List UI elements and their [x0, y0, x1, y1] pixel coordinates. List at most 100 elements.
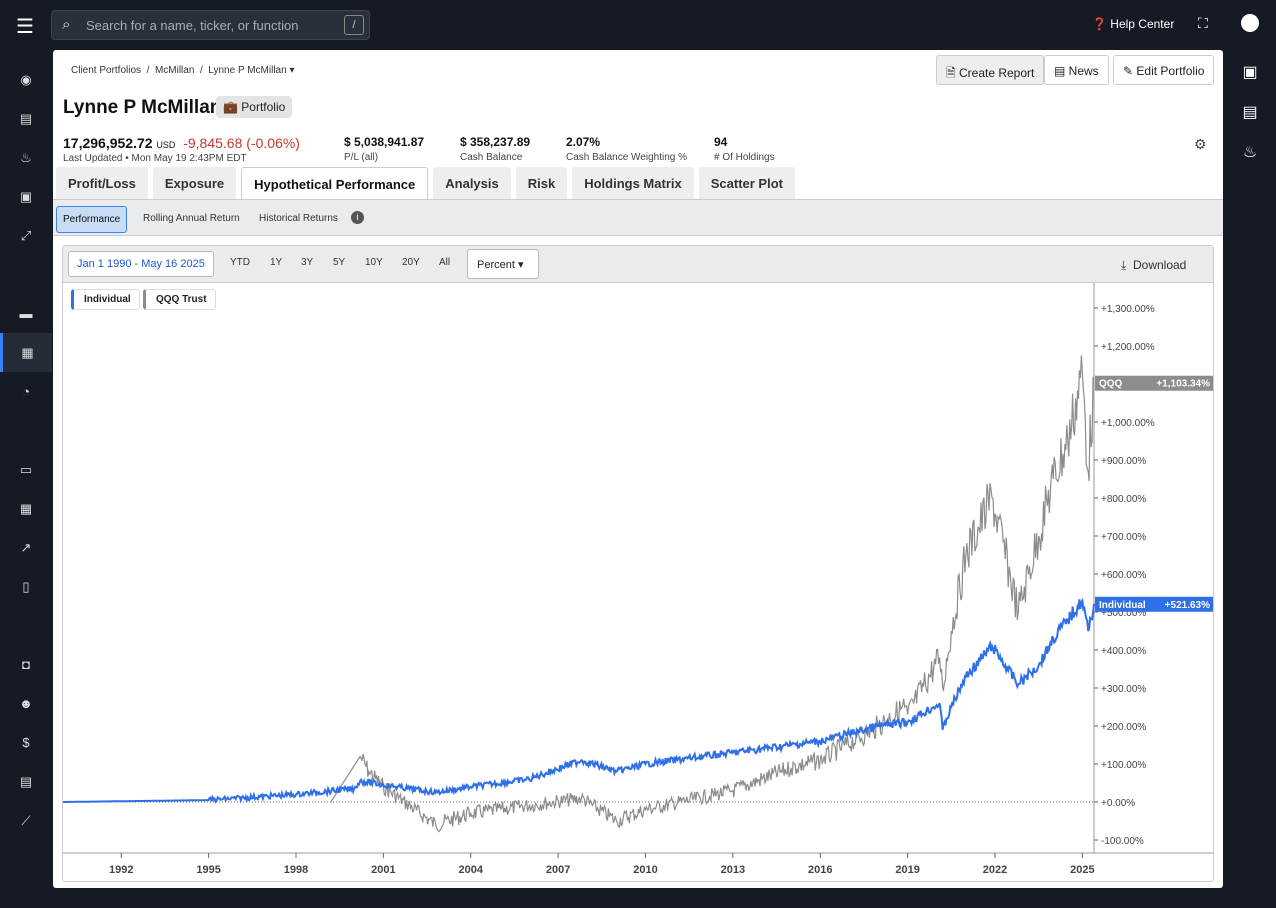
period-all[interactable]: All [439, 257, 451, 268]
last-value-series: Individual [1099, 600, 1146, 611]
portfolio-badge: 💼 Portfolio [216, 96, 293, 118]
currency: USD [156, 140, 176, 150]
news-icon[interactable]: ▤ [19, 111, 33, 126]
shortcut-key: / [344, 15, 364, 35]
news-icon[interactable]: ▤ [1242, 104, 1258, 121]
tab-hypothetical-performance[interactable]: Hypothetical Performance [241, 167, 429, 199]
chart-panel: Jan 1 1990 - May 16 2025 YTD 1Y 3Y 5Y 10… [62, 245, 1214, 882]
tab-exposure[interactable]: Exposure [152, 167, 237, 199]
search-icon: ⌕ [62, 16, 71, 33]
briefcase-icon[interactable]: ▦ [0, 333, 52, 372]
breadcrumb-item[interactable]: McMillan [154, 65, 195, 76]
download-label: Download [1132, 258, 1187, 272]
period-1y[interactable]: 1Y [270, 257, 283, 268]
stat-label: Cash Balance Weighting % [566, 152, 687, 163]
subtab-historical-returns[interactable]: Historical Returns [259, 213, 338, 224]
mode-value: Percent [477, 259, 515, 271]
period-3y[interactable]: 3Y [301, 257, 314, 268]
stat-value: 94 [714, 135, 728, 149]
chart-toolbar: Jan 1 1990 - May 16 2025 YTD 1Y 3Y 5Y 10… [63, 246, 1213, 283]
search-input[interactable]: ⌕ Search for a name, ticker, or function / [51, 10, 370, 40]
flame-icon[interactable]: ♨ [1242, 144, 1258, 161]
grid-icon[interactable]: ▦ [19, 501, 33, 516]
line-chart-icon[interactable]: ⟋ [21, 813, 31, 828]
tab-analysis[interactable]: Analysis [433, 167, 511, 199]
x-tick-label: 1995 [196, 864, 220, 876]
change-pct: (-0.06%) [246, 135, 300, 151]
period-ytd[interactable]: YTD [230, 257, 250, 268]
right-sidebar: ▣ ▤ ♨ [1232, 62, 1268, 182]
tab-risk[interactable]: Risk [515, 167, 568, 199]
globe-icon[interactable]: ◉ [20, 72, 32, 87]
person-icon[interactable]: ☻ [19, 696, 33, 711]
mode-select[interactable]: Percent ▾ [467, 249, 539, 279]
date-range-picker[interactable]: Jan 1 1990 - May 16 2025 [68, 251, 214, 277]
tab-profit-loss[interactable]: Profit/Loss [56, 167, 148, 199]
last-value-series: QQQ [1099, 379, 1123, 390]
dollar-doc-icon[interactable]: $ [22, 735, 30, 750]
stat-value: 2.07% [566, 135, 601, 149]
fullscreen-icon[interactable]: ⛶ [1198, 15, 1208, 31]
chart-icon[interactable]: ↗ [20, 540, 32, 555]
x-tick-label: 2025 [1070, 864, 1094, 876]
y-tick-label: +0.00% [1101, 798, 1135, 809]
settings-icon[interactable]: ⚙ [1194, 136, 1207, 152]
y-tick-label: +700.00% [1101, 532, 1146, 543]
last-updated: Last Updated • Mon May 19 2:43PM EDT [63, 153, 247, 164]
scatter-icon[interactable]: ⤢ [20, 228, 32, 243]
x-tick-label: 2001 [371, 864, 395, 876]
period-20y[interactable]: 20Y [402, 257, 420, 268]
y-tick-label: +1,200.00% [1101, 342, 1155, 353]
stat-pl: $ 5,038,941.87 P/L (all) [344, 135, 424, 163]
x-tick-label: 1992 [109, 864, 133, 876]
help-center-link[interactable]: ❓ Help Center [1092, 17, 1175, 31]
y-tick-label: -100.00% [1101, 836, 1144, 847]
news-label: News [1068, 64, 1099, 78]
period-10y[interactable]: 10Y [365, 257, 383, 268]
news-button[interactable]: ▤ News [1044, 55, 1109, 85]
camera-icon[interactable]: ◘ [22, 657, 30, 672]
subtab-rolling-annual-return[interactable]: Rolling Annual Return [143, 213, 240, 224]
legend-qqq[interactable]: QQQ Trust [143, 289, 216, 310]
quote-icon[interactable]: ▣ [19, 189, 33, 204]
subtab-performance[interactable]: Performance [56, 206, 128, 233]
menu-icon[interactable]: ☰ [16, 16, 34, 38]
x-tick-label: 2022 [983, 864, 1007, 876]
search-placeholder: Search for a name, ticker, or function [86, 18, 299, 33]
download-button[interactable]: ⤓ Download [1121, 258, 1187, 272]
doc-search-icon[interactable]: ▯ [22, 579, 30, 594]
pie-icon[interactable]: ◔ [22, 384, 30, 399]
y-tick-label: +100.00% [1101, 760, 1146, 771]
monitor-icon[interactable]: ▭ [19, 462, 33, 477]
legend-individual[interactable]: Individual [71, 289, 140, 310]
top-bar: ☰ ⌕ Search for a name, ticker, or functio… [0, 0, 1276, 50]
edit-portfolio-button[interactable]: ✎ Edit Portfolio [1113, 55, 1215, 85]
tab-holdings-matrix[interactable]: Holdings Matrix [572, 167, 694, 199]
x-tick-label: 2004 [458, 864, 483, 876]
value: 17,296,952.72 [63, 135, 153, 151]
user-avatar-icon[interactable] [1241, 14, 1259, 32]
breadcrumb-item[interactable]: Lynne P McMillan [208, 65, 287, 76]
y-tick-label: +200.00% [1101, 722, 1146, 733]
period-5y[interactable]: 5Y [333, 257, 346, 268]
breadcrumb-item[interactable]: Client Portfolios [71, 65, 142, 76]
help-label: Help Center [1110, 17, 1175, 31]
quote-icon[interactable]: ▣ [1242, 64, 1258, 81]
flame-icon[interactable]: ♨ [20, 150, 32, 165]
x-tick-label: 2007 [546, 864, 570, 876]
newspaper-icon[interactable]: ▤ [19, 774, 33, 789]
y-tick-label: +900.00% [1101, 456, 1146, 467]
last-value: +1,103.34% [1156, 379, 1210, 390]
tab-bar: Profit/Loss Exposure Hypothetical Perfor… [56, 167, 795, 199]
y-tick-label: +1,000.00% [1101, 418, 1155, 429]
y-tick-label: +1,300.00% [1101, 304, 1155, 315]
create-report-button[interactable]: 🗎 Create Report [936, 55, 1045, 85]
info-icon[interactable]: i [351, 211, 364, 224]
wallet-icon[interactable]: ▬ [19, 306, 33, 321]
x-tick-label: 2019 [895, 864, 919, 876]
tab-scatter-plot[interactable]: Scatter Plot [698, 167, 795, 199]
create-report-label: Create Report [958, 66, 1035, 80]
performance-chart: +1,300.00% +1,200.00% +1,000.00% +900.00% +8… [63, 283, 1213, 876]
x-tick-label: 2013 [721, 864, 745, 876]
last-value: +521.63% [1165, 600, 1210, 611]
